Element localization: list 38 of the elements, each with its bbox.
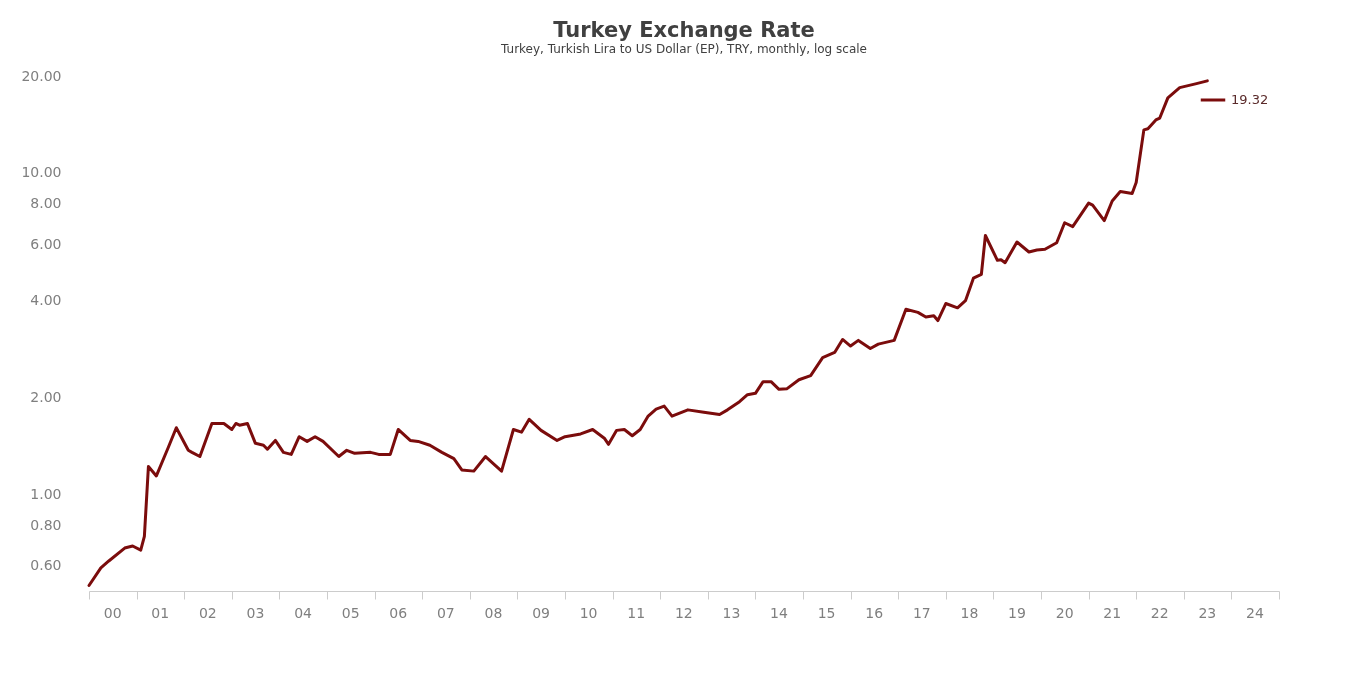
x-tick-label: 15 xyxy=(817,605,836,621)
x-tick-label: 12 xyxy=(674,605,693,621)
legend-label: 19.32 xyxy=(1231,92,1269,107)
y-tick-label: 0.60 xyxy=(30,557,62,574)
x-tick-label: 04 xyxy=(294,605,313,621)
x-tick-label: 01 xyxy=(151,605,170,621)
line-series xyxy=(87,79,1209,588)
x-tick-label: 19 xyxy=(1008,605,1026,621)
y-tick-label: 20.00 xyxy=(21,67,62,84)
x-tick-label: 07 xyxy=(436,605,455,621)
x-tick-label: 22 xyxy=(1150,605,1169,621)
x-tick-label: 06 xyxy=(389,605,408,621)
x-tick-label: 21 xyxy=(1103,605,1122,621)
y-tick-label: 10.00 xyxy=(21,164,62,181)
y-tick-label: 0.80 xyxy=(30,516,62,533)
x-tick-label: 08 xyxy=(484,605,503,621)
y-tick-label: 4.00 xyxy=(30,292,62,309)
x-tick-label: 20 xyxy=(1055,605,1074,621)
x-tick-label: 03 xyxy=(246,605,265,621)
x-tick-label: 23 xyxy=(1198,605,1217,621)
x-tick-label: 13 xyxy=(722,605,741,621)
x-tick-label: 14 xyxy=(770,605,788,621)
y-tick-label: 8.00 xyxy=(30,195,62,212)
y-tick-label: 1.00 xyxy=(30,485,62,502)
y-tick-label: 6.00 xyxy=(30,235,62,252)
x-tick-label: 05 xyxy=(341,605,360,621)
x-tick-label: 16 xyxy=(865,605,884,621)
x-tick-label: 18 xyxy=(960,605,979,621)
y-tick-label: 2.00 xyxy=(30,388,62,405)
chart-title: Turkey Exchange Rate xyxy=(553,18,815,42)
x-tick-label: 10 xyxy=(579,605,598,621)
x-tick-label: 11 xyxy=(627,605,646,621)
x-tick-label: 17 xyxy=(912,605,931,621)
x-tick-label: 09 xyxy=(532,605,550,621)
chart-subtitle: Turkey, Turkish Lira to US Dollar (EP), TRY, monthly, log scale xyxy=(500,42,867,56)
x-tick-label: 02 xyxy=(198,605,217,621)
x-tick-label: 00 xyxy=(103,605,122,621)
x-tick-label: 24 xyxy=(1246,605,1265,621)
